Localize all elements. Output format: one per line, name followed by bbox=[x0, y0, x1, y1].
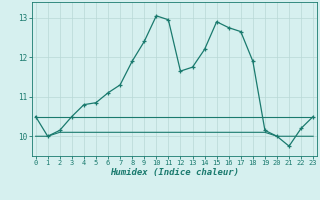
X-axis label: Humidex (Indice chaleur): Humidex (Indice chaleur) bbox=[110, 168, 239, 177]
